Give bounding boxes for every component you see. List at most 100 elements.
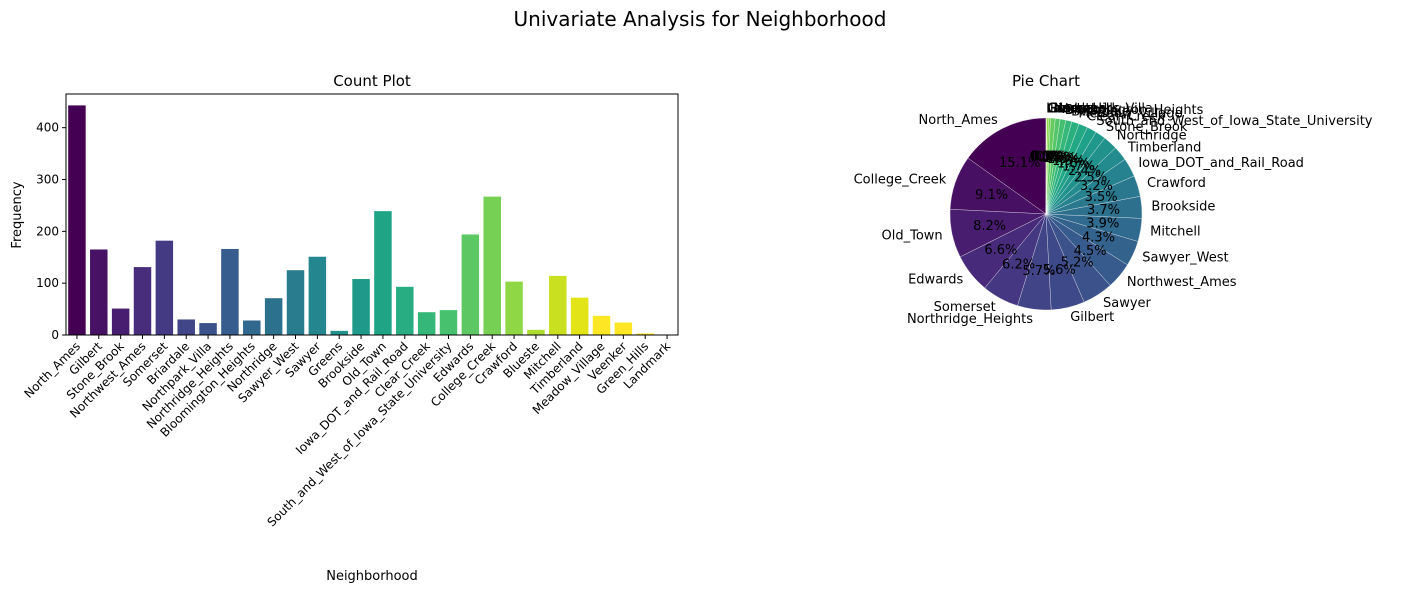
- pie-pct-label: 4.5%: [1074, 244, 1107, 259]
- pie-slice-label: Old_Town: [882, 229, 943, 244]
- y-axis: 0 100 200 300 400: [36, 121, 66, 342]
- pie-pct-label: 8.2%: [973, 219, 1006, 234]
- bar-chart-title: Count Plot: [333, 72, 411, 90]
- bar-Stone_Brook: [111, 308, 130, 335]
- bar-Northpark_Villa: [199, 323, 217, 335]
- pie-slice-label: Blueste: [1050, 101, 1099, 116]
- y-tick-label: 100: [36, 276, 59, 290]
- bar-Crawford: [505, 281, 523, 335]
- bar-Mitchell: [549, 275, 567, 335]
- y-axis-label: Frequency: [10, 181, 25, 248]
- pie-slice-label: Bloomington_Heights: [1065, 103, 1204, 118]
- pie-chart: Pie Chart North_Ames 15.1% College_Creek 9.…: [854, 72, 1373, 327]
- pie-pct-label: 6.2%: [1002, 258, 1035, 273]
- pie-pct-label: 5.2%: [1061, 255, 1094, 270]
- bar-Sawyer: [308, 256, 327, 335]
- pie-slice-label: Clear_Creek: [1087, 110, 1166, 125]
- pie-pct-label: 1.0%: [1040, 150, 1073, 165]
- pie-pct-label: 1.7%: [1062, 160, 1095, 175]
- pie-slices-group: [949, 117, 1143, 311]
- pie-slice-label: Briardale: [1071, 104, 1130, 119]
- bar-Green_Hills: [636, 333, 654, 335]
- bar-Veenker: [614, 322, 633, 335]
- pie-pct-label: 6.6%: [984, 243, 1017, 258]
- pie-slice-label: College_Creek: [854, 172, 947, 187]
- pie-slice-label: Sawyer_West: [1142, 250, 1228, 265]
- pie-slice-label: Northridge: [1117, 129, 1187, 144]
- pie-slice-label: Brookside: [1151, 200, 1215, 215]
- pie-slice-label: Veenker: [1059, 102, 1112, 117]
- bar-Northridge_Heights: [221, 248, 239, 335]
- y-tick-label: 300: [36, 173, 59, 187]
- pie-pct-label: 2.4%: [1068, 164, 1101, 179]
- bar-North_Ames: [68, 105, 86, 335]
- bar-Greens: [330, 330, 348, 335]
- pie-pct-label: 3.5%: [1085, 190, 1118, 205]
- bar-Blueste: [527, 329, 545, 335]
- y-tick-label: 0: [51, 328, 59, 342]
- pie-labels-group: North_Ames 15.1% College_Creek 9.1% Old_Town…: [854, 101, 1373, 326]
- pie-slice-label: Timberland: [1127, 140, 1201, 155]
- bar-Clear_Creek: [417, 312, 436, 335]
- pie-pct-label: 0.3%: [1032, 149, 1065, 164]
- bar-Somerset: [155, 240, 174, 335]
- bar-Timberland: [570, 297, 589, 335]
- pie-slice-label: Stone_Brook: [1106, 120, 1188, 135]
- bar-Northridge: [264, 298, 283, 335]
- bar-Gilbert: [90, 249, 108, 335]
- pie-slice-label: Mitchell: [1150, 225, 1201, 240]
- pie-slice-label: Gilbert: [1070, 310, 1114, 325]
- pie-pct-label: 0.8%: [1034, 150, 1067, 165]
- bar-Edwards: [461, 234, 480, 335]
- bar-Iowa_DOT_and_Rail_Road: [396, 286, 414, 335]
- y-tick-label: 400: [36, 121, 59, 135]
- pie-slice-label: Green_Hills: [1047, 101, 1120, 116]
- bar-Sawyer_West: [286, 270, 305, 335]
- bar-Brookside: [352, 279, 370, 335]
- pie-pct-label: 0.8%: [1037, 150, 1070, 165]
- pie-slice-label: Edwards: [908, 273, 963, 288]
- pie-pct-label: 3.7%: [1087, 203, 1120, 218]
- pie-pct-label: 1.5%: [1052, 154, 1085, 169]
- bar-Northwest_Ames: [133, 267, 152, 335]
- pie-slice-label: Northpark_Villa: [1054, 102, 1153, 117]
- pie-pct-label: 3.2%: [1080, 179, 1113, 194]
- pie-pct-label: 1.0%: [1043, 151, 1076, 166]
- pie-slice-label: Greens: [1048, 101, 1094, 116]
- pie-slice-label: Northwest_Ames: [1127, 275, 1237, 290]
- bar-plot-frame: [65, 93, 679, 336]
- x-axis-label: Neighborhood: [326, 569, 418, 584]
- pie-pct-label: 4.3%: [1082, 231, 1115, 246]
- pie-pct-label: 0.1%: [1030, 149, 1063, 164]
- pie-slice-label: Landmark: [1046, 101, 1112, 116]
- pie-slice-label: South_and_West_of_Iowa_State_University: [1096, 114, 1372, 129]
- pie-pct-label: 1.3%: [1047, 152, 1080, 167]
- pie-slice-label: Meadow_Village: [1078, 106, 1182, 121]
- pie-pct-label: 9.1%: [975, 188, 1008, 203]
- pie-slice-label: Sawyer: [1103, 296, 1152, 311]
- pie-slice-label: Crawford: [1147, 176, 1206, 191]
- pie-pct-label: 0.3%: [1030, 149, 1063, 164]
- pie-slice-label: Somerset: [934, 300, 996, 315]
- y-tick-label: 200: [36, 224, 59, 238]
- pie-pct-label: 5.7%: [1022, 264, 1055, 279]
- figure-title: Univariate Analysis for Neighborhood: [514, 7, 887, 31]
- bar-Bloomington_Heights: [243, 320, 261, 335]
- pie-chart-title: Pie Chart: [1012, 72, 1080, 90]
- bar-South_and_West_of_Iowa_State_University: [439, 310, 458, 335]
- bar-Meadow_Village: [592, 315, 611, 335]
- x-axis: North_AmesGilbertStone_BrookNorthwest_Am…: [21, 335, 673, 529]
- pie-pct-label: 5.6%: [1043, 263, 1076, 278]
- pie-slice-North_Ames: [967, 117, 1047, 215]
- bar-Old_Town: [374, 211, 392, 335]
- pie-pct-label: 15.1%: [999, 156, 1040, 171]
- pie-slice-label: North_Ames: [919, 113, 998, 128]
- pie-slice-label: Iowa_DOT_and_Rail_Road: [1138, 156, 1304, 171]
- pie-pct-label: 2.5%: [1074, 171, 1107, 186]
- bar-Briardale: [177, 319, 195, 335]
- pie-pct-label: 3.9%: [1086, 217, 1119, 232]
- bars-group: [68, 105, 676, 335]
- count-plot: Count Plot 0 100 200 300 400 North_AmesGilbe…: [10, 72, 679, 584]
- pie-slice-label: Northridge_Heights: [907, 312, 1033, 327]
